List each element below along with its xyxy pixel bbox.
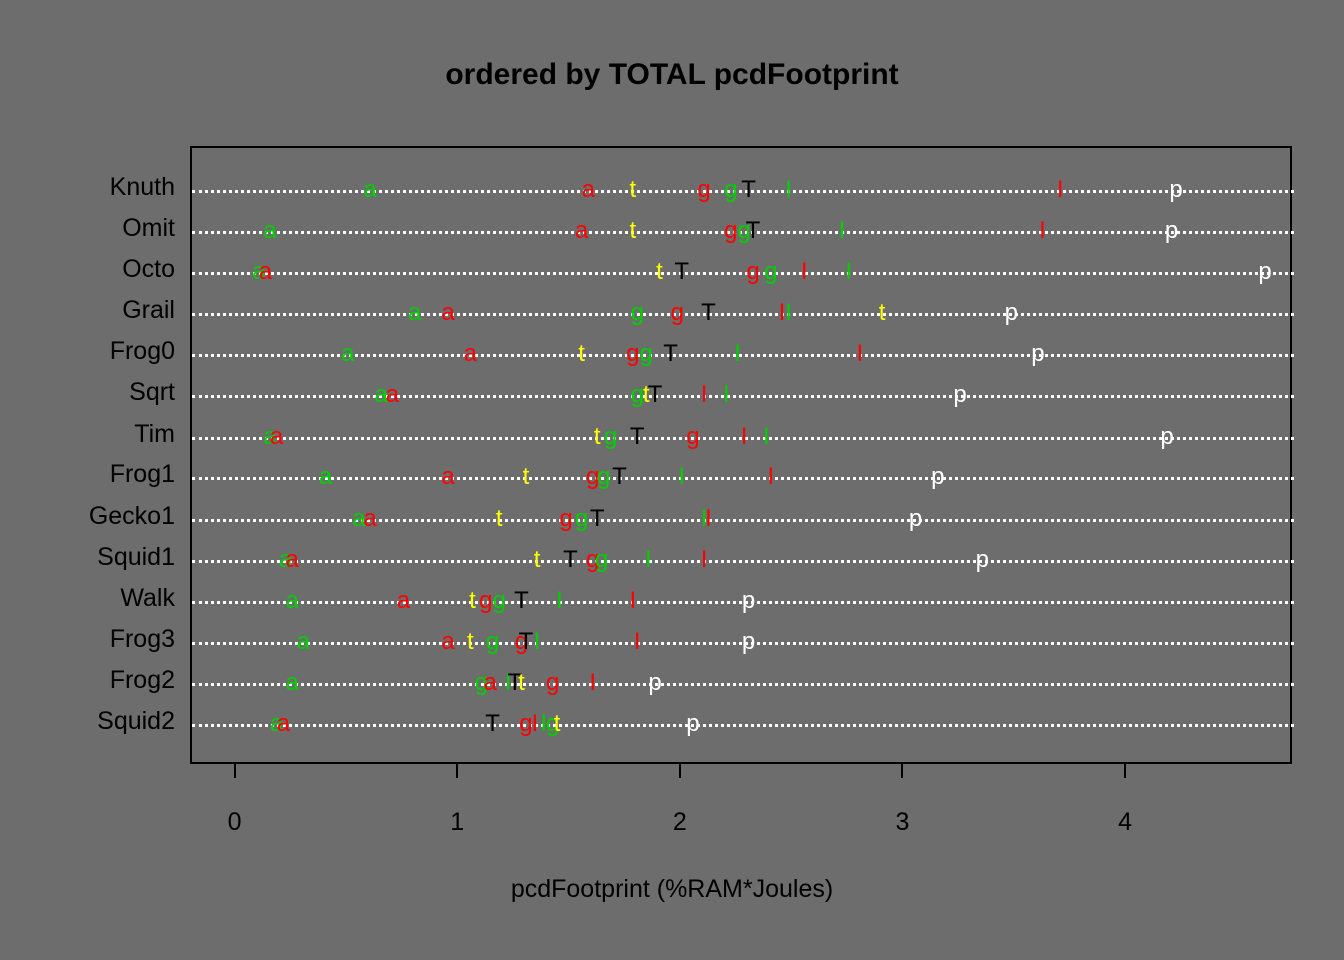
- y-tick-label: Frog3: [0, 625, 175, 654]
- x-tick-label: 0: [228, 808, 242, 837]
- gridline: [192, 395, 1294, 398]
- x-tick-label: 3: [895, 808, 909, 837]
- y-tick-label: Squid2: [0, 707, 175, 736]
- y-tick-label: Octo: [0, 255, 175, 284]
- y-tick-label: Grail: [0, 296, 175, 325]
- x-tick-mark: [679, 764, 681, 778]
- gridline: [192, 190, 1294, 193]
- gridline: [192, 354, 1294, 357]
- gridline: [192, 642, 1294, 645]
- x-tick-mark: [234, 764, 236, 778]
- y-tick-label: Omit: [0, 214, 175, 243]
- y-tick-label: Frog2: [0, 666, 175, 695]
- y-tick-label: Gecko1: [0, 502, 175, 531]
- y-tick-label: Knuth: [0, 173, 175, 202]
- x-tick-mark: [901, 764, 903, 778]
- x-tick-mark: [456, 764, 458, 778]
- y-tick-label: Frog1: [0, 460, 175, 489]
- gridline: [192, 477, 1294, 480]
- gridline: [192, 601, 1294, 604]
- chart-container: ordered by TOTAL pcdFootprint aatggTIIpa…: [0, 0, 1344, 960]
- gridline: [192, 313, 1294, 316]
- y-tick-label: Walk: [0, 584, 175, 613]
- gridline: [192, 519, 1294, 522]
- y-tick-label: Sqrt: [0, 378, 175, 407]
- gridline: [192, 231, 1294, 234]
- plot-area: aatggTIIpaatggTIIpaatTggIIpaaggTIItpaatg…: [190, 146, 1292, 764]
- x-tick-label: 4: [1118, 808, 1132, 837]
- y-tick-label: Frog0: [0, 337, 175, 366]
- gridline: [192, 560, 1294, 563]
- gridline: [192, 683, 1294, 686]
- gridline: [192, 724, 1294, 727]
- y-tick-label: Tim: [0, 420, 175, 449]
- x-tick-label: 2: [673, 808, 687, 837]
- chart-title: ordered by TOTAL pcdFootprint: [0, 58, 1344, 92]
- x-tick-label: 1: [450, 808, 464, 837]
- y-tick-label: Squid1: [0, 543, 175, 572]
- x-axis-label: pcdFootprint (%RAM*Joules): [0, 875, 1344, 904]
- gridline: [192, 272, 1294, 275]
- gridline: [192, 437, 1294, 440]
- x-tick-mark: [1124, 764, 1126, 778]
